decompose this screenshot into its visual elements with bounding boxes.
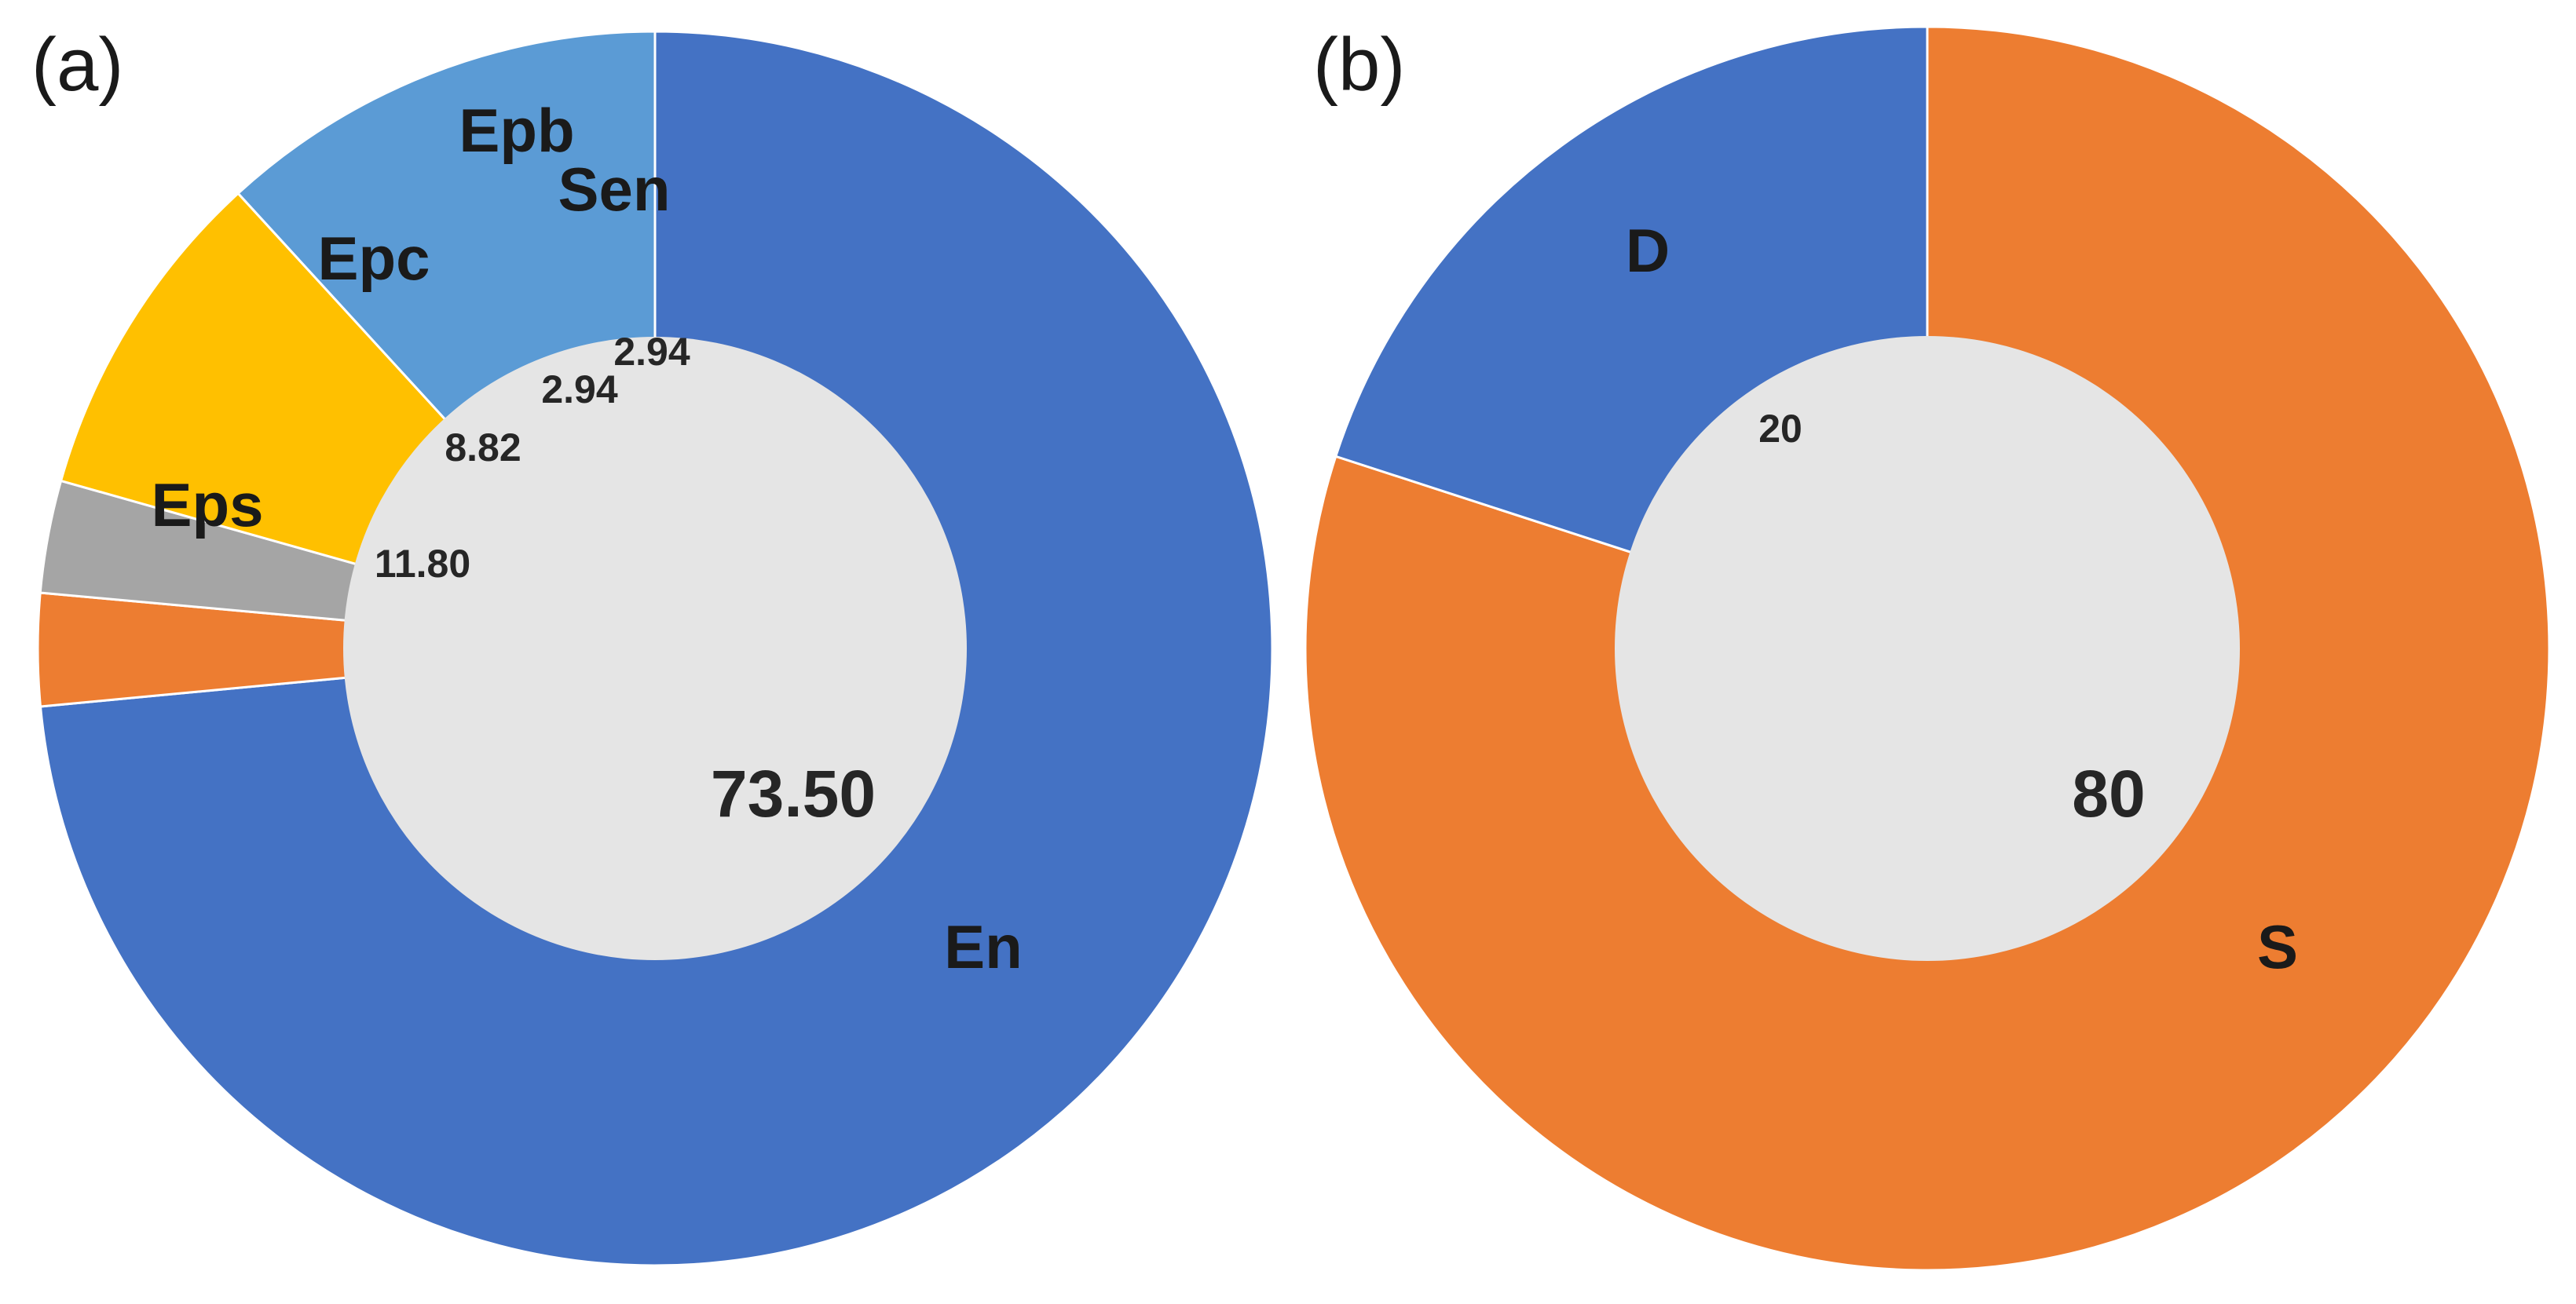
panel-b-chart: S 80 D 20 (b) [1304, 23, 2551, 1272]
panel-a-value-label-epc: 8.82 [445, 426, 521, 469]
panel-b-value-label-s: 80 [2072, 757, 2145, 831]
panel-b-label: (b) [1313, 23, 1405, 107]
panel-a-category-label-epb: Epb [459, 96, 574, 165]
panel-a-category-label-epc: Epc [317, 224, 430, 293]
panel-b-value-label-d: 20 [1758, 407, 1802, 451]
panel-a-center-disc [343, 337, 967, 960]
panel-a-category-label-eps: Eps [151, 470, 263, 539]
panel-a-label: (a) [31, 23, 123, 107]
panel-a-value-label-eps: 11.80 [375, 542, 470, 586]
panel-a-value-label-sen: 2.94 [613, 330, 690, 374]
panel-a-chart: En 73.50 Sen 2.94 Epb 2.94 Epc 8.82 Eps 11.80 (a) [31, 23, 1274, 1267]
panel-b-category-label-s: S [2257, 912, 2298, 981]
panel-a-value-label-en: 73.50 [711, 757, 876, 831]
panel-b-category-label-d: D [1626, 216, 1670, 285]
panel-b-center-disc [1615, 336, 2240, 961]
panel-a-value-label-epb: 2.94 [541, 367, 618, 411]
panel-a-category-label-en: En [944, 912, 1023, 981]
panel-a-category-label-sen: Sen [558, 155, 670, 224]
